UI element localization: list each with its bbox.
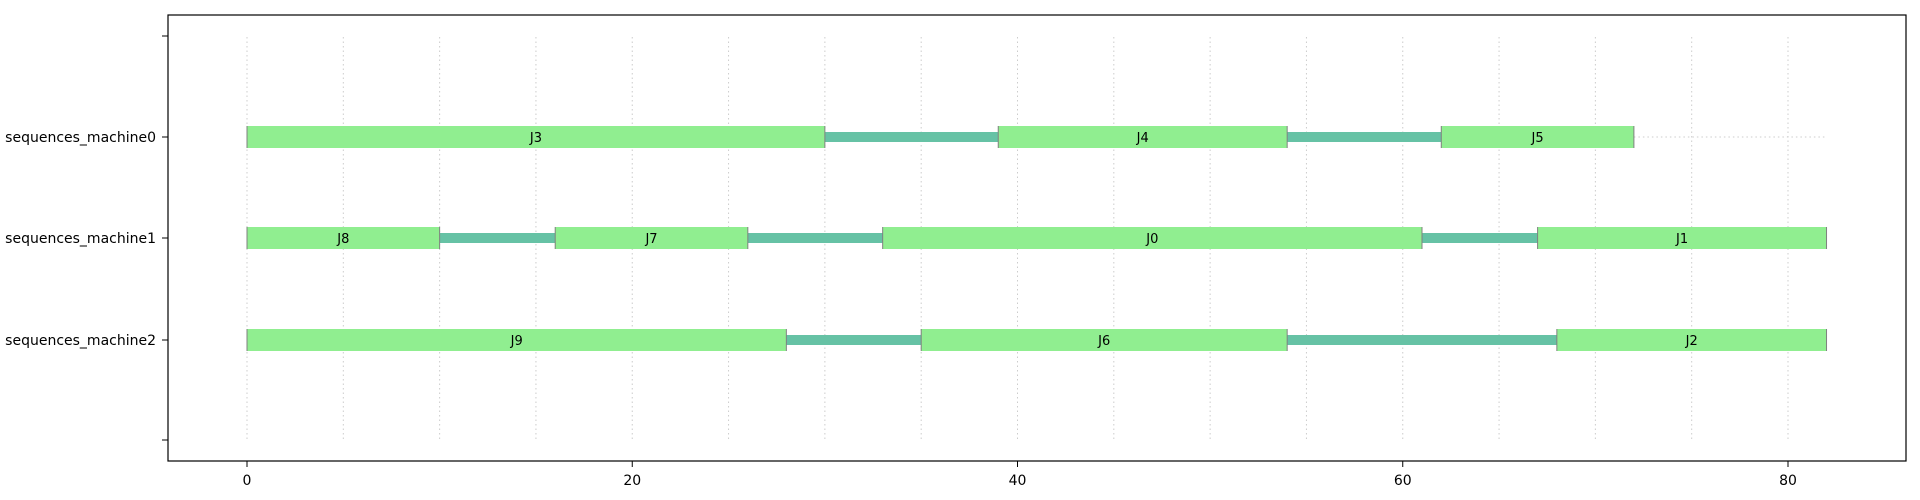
bars-layer: J3 J4 J5 J8 J7 J0 J1 J9 J6 J2 [246, 126, 1828, 351]
task-bar [247, 227, 440, 249]
gap-bar [1422, 233, 1538, 243]
x-tick-label: 60 [1394, 473, 1412, 489]
gap-bar [1287, 335, 1557, 345]
x-tick-label: 80 [1779, 473, 1797, 489]
gap-bar [786, 335, 922, 345]
task-bar [1556, 329, 1827, 351]
task-label: J7 [644, 232, 657, 247]
task-bar [882, 227, 1423, 249]
gap-bar [439, 233, 556, 243]
task-bar [555, 227, 748, 249]
gap-bar [1287, 132, 1442, 142]
x-tick-label: 40 [1009, 473, 1027, 489]
task-bar [921, 329, 1288, 351]
task-label: J5 [1531, 131, 1544, 146]
y-tick-label: sequences_machine0 [5, 130, 156, 146]
task-label: J8 [336, 232, 349, 247]
task-label: J9 [510, 334, 523, 349]
task-label: J3 [529, 131, 542, 146]
gap-bar [747, 233, 883, 243]
task-bar [998, 126, 1288, 148]
y-tick-label: sequences_machine1 [5, 231, 156, 247]
task-bar [1441, 126, 1634, 148]
task-label: J6 [1097, 334, 1110, 349]
task-label: J0 [1145, 232, 1158, 247]
gap-bar [824, 132, 999, 142]
task-bar [247, 126, 825, 148]
task-label: J1 [1675, 232, 1688, 247]
task-label: J2 [1685, 334, 1698, 349]
axis-layer: sequences_machine0 sequences_machine1sequ… [5, 35, 1797, 489]
x-tick-label: 0 [243, 473, 252, 489]
x-tick-label: 20 [623, 473, 641, 489]
task-label: J4 [1136, 131, 1149, 146]
task-bar [247, 329, 787, 351]
y-tick-label: sequences_machine2 [5, 333, 156, 349]
task-bar [1537, 227, 1827, 249]
